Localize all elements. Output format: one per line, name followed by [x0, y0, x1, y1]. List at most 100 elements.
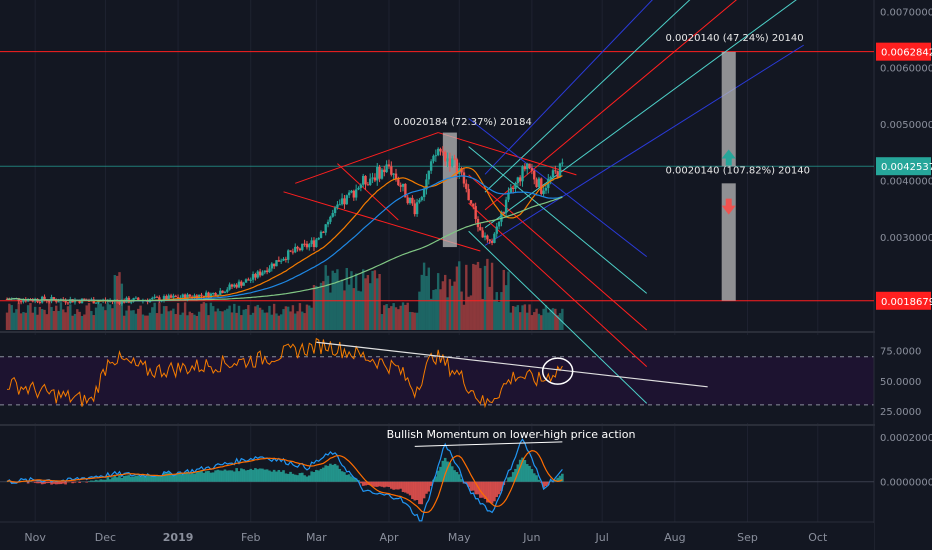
macd-histogram-bar — [298, 473, 302, 482]
candle-body — [383, 169, 386, 173]
x-tick-label: Feb — [241, 531, 260, 544]
candle-body — [137, 297, 140, 301]
macd-histogram-bar — [195, 471, 199, 482]
macd-histogram-bar — [345, 474, 349, 482]
volume-bar — [132, 310, 135, 330]
candle-body — [469, 200, 473, 204]
candle-body — [399, 185, 402, 187]
candle-body — [261, 272, 264, 276]
candle-body — [453, 158, 456, 160]
volume-bar — [415, 312, 419, 330]
x-tick-label: Sep — [737, 531, 758, 544]
macd-histogram-bar — [158, 475, 161, 482]
volume-bar — [176, 303, 180, 330]
volume-bar — [378, 273, 381, 330]
volume-bar — [19, 313, 23, 330]
macd-histogram-bar — [209, 472, 213, 482]
volume-bar — [301, 311, 304, 330]
volume-bar — [465, 264, 468, 330]
volume-bar — [193, 314, 196, 330]
macd-histogram-bar — [223, 469, 227, 482]
macd-histogram-bar — [467, 481, 470, 487]
volume-bar — [265, 312, 269, 330]
volume-bar — [258, 307, 262, 330]
candle-body — [48, 301, 51, 303]
candle-body — [230, 284, 234, 287]
candle-body — [19, 301, 23, 303]
volume-bar — [277, 315, 281, 330]
candle-body — [228, 284, 231, 290]
volume-bar — [90, 310, 93, 330]
candle-body — [533, 170, 536, 180]
macd-histogram-bar — [47, 481, 51, 483]
volume-bar — [446, 297, 449, 330]
macd-histogram-bar — [33, 481, 37, 483]
macd-histogram-bar — [361, 481, 365, 486]
macd-histogram-bar — [174, 474, 178, 482]
candle-body — [315, 239, 318, 248]
macd-histogram-bar — [97, 480, 100, 482]
macd-histogram-bar — [343, 472, 346, 482]
volume-bar — [146, 315, 149, 330]
candle-body — [305, 243, 309, 248]
volume-bar — [521, 305, 524, 330]
macd-histogram-bar — [50, 481, 53, 485]
macd-histogram-bar — [486, 481, 489, 503]
volume-bar — [73, 313, 77, 330]
volume-bar — [97, 303, 100, 330]
volume-bar — [340, 279, 344, 330]
candle-body — [406, 197, 409, 204]
volume-bar — [106, 303, 109, 330]
candle-body — [352, 190, 356, 198]
volume-bar — [141, 314, 145, 330]
macd-histogram-bar — [258, 468, 262, 482]
candle-body — [258, 271, 262, 276]
macd-histogram-bar — [78, 481, 81, 483]
volume-bar — [432, 289, 435, 330]
macd-histogram-bar — [111, 477, 114, 482]
volume-bar — [5, 312, 9, 330]
macd-histogram-bar — [350, 476, 353, 482]
macd-histogram-bar — [404, 481, 407, 493]
volume-bar — [361, 269, 365, 330]
candle-body — [413, 203, 416, 215]
macd-histogram-bar — [218, 470, 222, 482]
volume-bar — [237, 305, 241, 330]
candle-body — [474, 206, 477, 219]
volume-bar — [333, 272, 337, 330]
volume-bar — [268, 305, 271, 330]
candle-body — [523, 166, 527, 170]
macd-histogram-bar — [472, 481, 475, 491]
volume-bar — [270, 314, 274, 330]
macd-histogram-bar — [143, 476, 147, 482]
macd-histogram-bar — [411, 481, 414, 500]
volume-bar — [190, 312, 194, 330]
candle-body — [69, 299, 72, 304]
volume-bar — [169, 310, 173, 330]
macd-histogram-bar — [532, 473, 536, 482]
candle-body — [415, 202, 419, 215]
macd-histogram-bar — [134, 475, 138, 482]
macd-histogram-bar — [261, 468, 264, 482]
candle-body — [97, 301, 100, 303]
macd-histogram-bar — [329, 463, 332, 482]
candle-body — [204, 292, 208, 298]
x-tick-label: Nov — [24, 531, 46, 544]
macd-histogram-bar — [125, 475, 128, 482]
macd-histogram-bar — [127, 475, 131, 482]
macd-histogram-bar — [265, 469, 269, 482]
volume-bar — [223, 310, 227, 330]
volume-bar — [127, 305, 131, 330]
volume-bar — [462, 304, 466, 330]
rsi-y-tick-label: 50.0000 — [880, 377, 921, 388]
pitchfork-rising-line — [484, 0, 653, 175]
volume-bar — [296, 311, 299, 330]
candle-body — [516, 177, 520, 184]
macd-histogram-bar — [368, 481, 372, 486]
macd-histogram-bar — [40, 481, 44, 485]
x-tick-label: Aug — [664, 531, 685, 544]
volume-bar — [366, 275, 370, 330]
candle-body — [165, 296, 168, 300]
macd-histogram-bar — [118, 475, 121, 482]
